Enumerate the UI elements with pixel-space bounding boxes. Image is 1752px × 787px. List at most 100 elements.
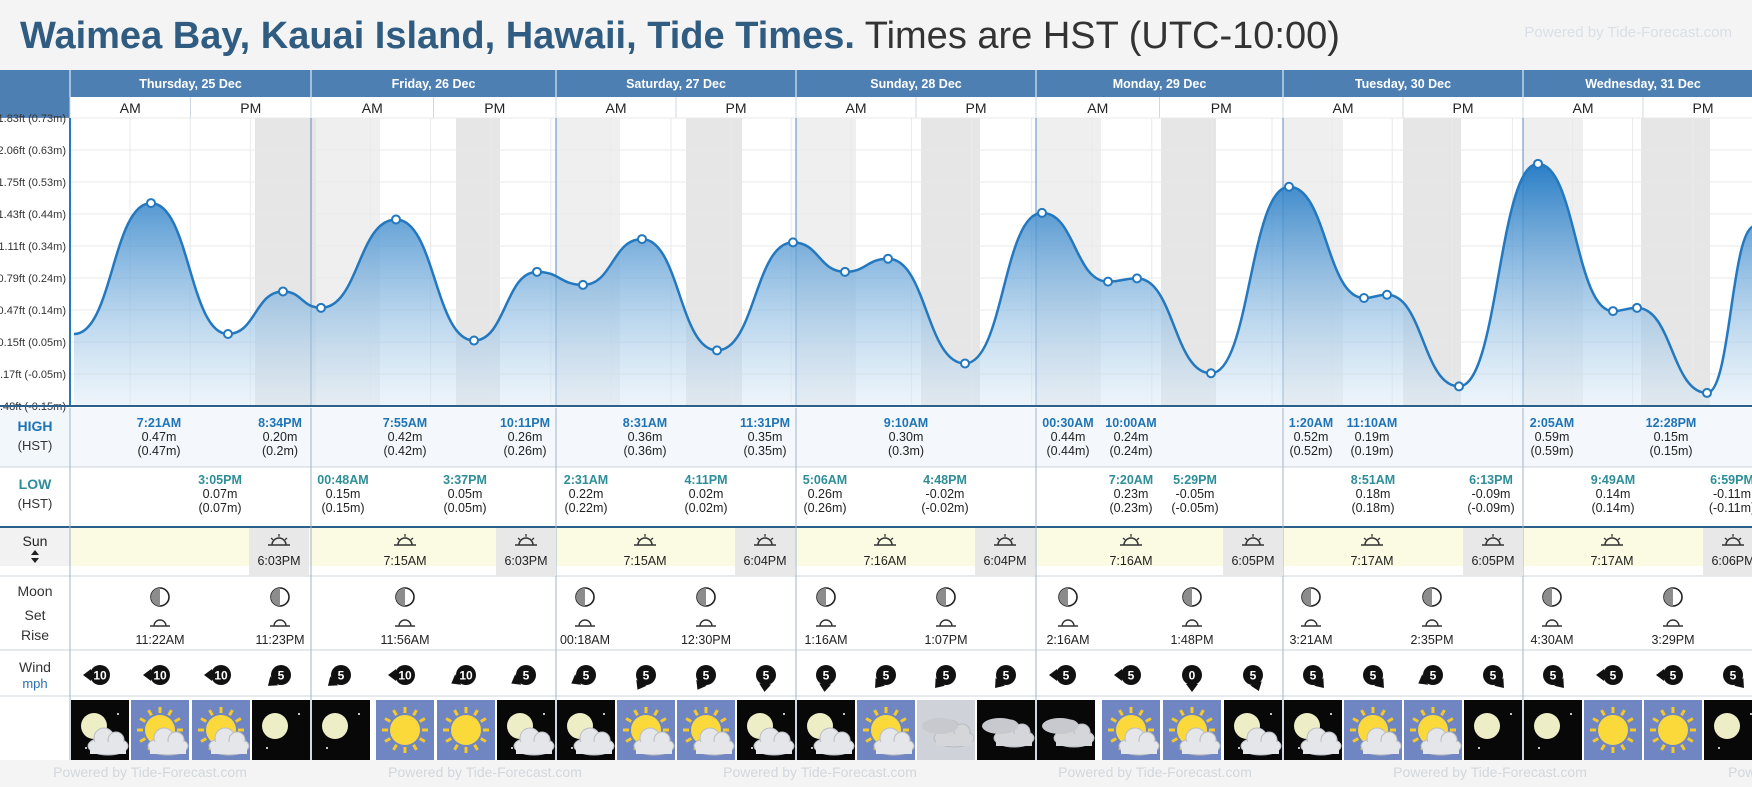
cloud-back-14 bbox=[922, 718, 958, 734]
moon-core-3 bbox=[262, 713, 288, 739]
day-header-2: Saturday, 27 Dec bbox=[626, 77, 726, 91]
wind-speed-18: 0 bbox=[1189, 669, 1196, 683]
sun-ray-6-10 bbox=[473, 709, 479, 717]
sun-ray-18-5 bbox=[1171, 737, 1179, 743]
sunny-icon-26 bbox=[1644, 700, 1702, 760]
sun-ray-25-1 bbox=[1626, 737, 1634, 743]
sun-ray-1-2 bbox=[410, 537, 414, 541]
high-tide-height-7: 0.44m bbox=[1051, 430, 1086, 444]
star-7 bbox=[511, 747, 513, 749]
cloud-fill-22 bbox=[1423, 742, 1459, 754]
wind-disc-8 bbox=[576, 665, 596, 685]
moon-phase-icon-3 bbox=[575, 587, 595, 607]
sun-ray-5-1 bbox=[876, 537, 880, 541]
moon-phase-icon-0 bbox=[150, 587, 170, 607]
partly-cloudy-night-icon-11 bbox=[737, 700, 795, 760]
wind-arrowhead-24 bbox=[1554, 678, 1564, 689]
star-4 bbox=[326, 747, 328, 749]
day-header-4: Monday, 29 Dec bbox=[1113, 77, 1207, 91]
wind-disc-5 bbox=[395, 665, 415, 685]
sunny-icon-25 bbox=[1584, 700, 1642, 760]
cloud-fill-16 bbox=[1056, 734, 1092, 746]
star2-12 bbox=[843, 713, 845, 715]
wind-disc-26 bbox=[1663, 665, 1683, 685]
wind-arrow-17 bbox=[1114, 669, 1122, 681]
wind-arrowhead-1 bbox=[143, 669, 151, 681]
wind-arrow-6 bbox=[451, 674, 462, 685]
wind-arrow-11 bbox=[759, 683, 772, 692]
low-tide-time-0: 3:05PM bbox=[198, 473, 242, 487]
wind-speed-27: 5 bbox=[1730, 669, 1737, 683]
moon-shadow-12 bbox=[1664, 588, 1673, 606]
wind-icon-23: 5 bbox=[1483, 665, 1504, 689]
sun-ray-0-2 bbox=[284, 537, 288, 541]
sun-ray-26-1 bbox=[1686, 737, 1694, 743]
partly-sunny-icon-21 bbox=[1344, 700, 1402, 760]
low-tide-time-4: 4:11PM bbox=[684, 473, 727, 487]
sunny-icon-6 bbox=[437, 700, 495, 760]
high-tide-height-1: 0.20m bbox=[263, 430, 298, 444]
sun-ray-25-8 bbox=[1600, 709, 1606, 717]
star2-4 bbox=[358, 713, 360, 715]
sun-ray-6-1 bbox=[479, 737, 487, 743]
cloud-12 bbox=[813, 727, 855, 756]
wind-arrow-0 bbox=[83, 669, 91, 681]
low-tide-metric-2: (0.05m) bbox=[443, 501, 486, 515]
tide-point-11 bbox=[840, 266, 850, 277]
wind-arrowhead-9 bbox=[636, 679, 647, 690]
low-tide-time-3: 2:31AM bbox=[564, 473, 608, 487]
wind-icon-0: 10 bbox=[83, 665, 110, 685]
moon-time-9: 3:21AM bbox=[1289, 633, 1332, 647]
wind-disc-1 bbox=[150, 665, 170, 685]
low-tide-time-12: 6:59PM bbox=[1710, 473, 1752, 487]
tide-point-19 bbox=[1359, 293, 1369, 303]
high-tide-metric-12: (0.15m) bbox=[1649, 444, 1692, 458]
sun-ray-8-1 bbox=[1244, 537, 1248, 541]
sun-ray-6-2 bbox=[1010, 537, 1014, 541]
tide-point-10 bbox=[788, 237, 798, 248]
moon-shadow-9 bbox=[1302, 588, 1311, 606]
wind-unit-link[interactable]: mph bbox=[22, 676, 47, 691]
wind-disc-23 bbox=[1483, 665, 1503, 685]
partly-sunny-icon-2 bbox=[192, 700, 250, 760]
wind-arrowhead-27 bbox=[1734, 678, 1744, 689]
wind-icon-8: 5 bbox=[571, 665, 596, 685]
cloud-fill-2 bbox=[211, 742, 247, 754]
sun-time-6: 6:04PM bbox=[983, 554, 1026, 568]
moonrise-icon-6 bbox=[936, 619, 956, 627]
pm-label-2: PM bbox=[726, 100, 747, 116]
wind-arrowhead-14 bbox=[935, 678, 945, 689]
cloud-fill-10 bbox=[696, 742, 732, 754]
cloud-18 bbox=[1179, 727, 1221, 756]
sun-ray-18-8 bbox=[1179, 709, 1185, 717]
low-tide-height-1: 0.15m bbox=[326, 487, 361, 501]
wind-disc-20 bbox=[1303, 665, 1323, 685]
wind-arrow-13 bbox=[875, 678, 885, 689]
sun-ray-10-7 bbox=[685, 717, 693, 723]
wind-arrowhead-7 bbox=[511, 674, 522, 685]
wind-speed-25: 5 bbox=[1610, 669, 1617, 683]
star-8 bbox=[571, 747, 573, 749]
footer-watermark-5: Powered by Tide-Forecast.com bbox=[1728, 764, 1752, 780]
sun-ray-26-2 bbox=[1680, 743, 1686, 751]
star-23 bbox=[1478, 747, 1480, 749]
wind-icon-18: 0 bbox=[1182, 665, 1202, 692]
sun-ray-25-2 bbox=[1620, 743, 1626, 751]
partly-cloudy-night-icon-7 bbox=[497, 700, 555, 760]
wind-speed-9: 5 bbox=[643, 669, 650, 683]
wind-icon-22: 5 bbox=[1418, 665, 1443, 685]
cloud-8 bbox=[573, 727, 615, 756]
wind-speed-12: 5 bbox=[823, 669, 830, 683]
high-tide-height-9: 0.52m bbox=[1294, 430, 1329, 444]
wind-icon-1: 10 bbox=[143, 665, 170, 685]
cloud-fill-7 bbox=[516, 742, 552, 754]
footer-watermark-0: Powered by Tide-Forecast.com bbox=[53, 764, 247, 780]
moon-shadow-2 bbox=[396, 588, 405, 606]
star-11 bbox=[751, 747, 753, 749]
low-tide-height-4: 0.02m bbox=[689, 487, 724, 501]
wind-disc-25 bbox=[1603, 665, 1623, 685]
sun-time-3: 7:15AM bbox=[623, 554, 666, 568]
sunrise-icon-3 bbox=[634, 534, 656, 546]
wind-speed-10: 5 bbox=[703, 669, 710, 683]
partly-sunny-icon-13 bbox=[857, 700, 915, 760]
